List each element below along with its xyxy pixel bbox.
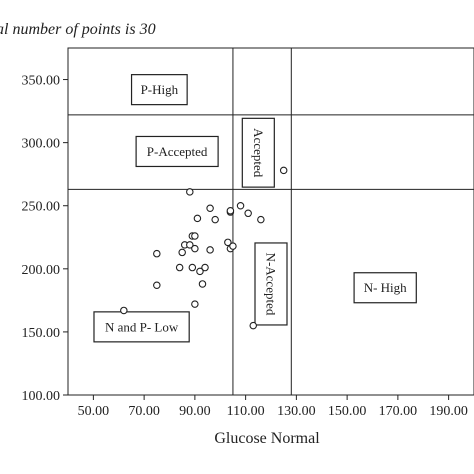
y-tick-label: 100.00 (22, 389, 61, 404)
data-point (193, 214, 202, 223)
x-tick-label: 90.00 (179, 404, 211, 419)
data-point (198, 280, 207, 288)
zone-label-box (353, 272, 417, 304)
data-point (175, 263, 184, 272)
data-point (201, 263, 209, 272)
plot-frame (67, 47, 474, 396)
data-point (120, 306, 128, 315)
data-point (244, 209, 252, 218)
y-tick-label: 250.00 (22, 200, 61, 215)
zone-label-box (254, 242, 288, 326)
data-point (279, 166, 288, 175)
zone-label-box (135, 135, 219, 168)
data-point (236, 201, 245, 210)
zone-label-box (241, 117, 275, 188)
data-point (191, 244, 199, 253)
plot-area: 50.00 70.00 90.00 110.00 130.00 150.00 170.00 1… (22, 47, 474, 419)
data-point (191, 300, 199, 308)
x-tick-label: 150.00 (328, 404, 367, 419)
zone-label: P-Accepted (147, 144, 208, 159)
data-point (224, 238, 232, 247)
x-tick-label: 190.00 (429, 404, 468, 419)
data-point (186, 241, 194, 249)
data-point (226, 207, 235, 215)
zone-label: N-Accepted (264, 253, 279, 316)
data-point (191, 232, 199, 240)
zone-label-box (130, 74, 188, 106)
zone-label: P-High (141, 82, 179, 97)
y-tick-label: 200.00 (22, 263, 61, 278)
x-axis-label: Glucose Normal (214, 430, 320, 447)
data-point (206, 246, 214, 254)
data-point (229, 242, 237, 250)
data-point (186, 188, 194, 196)
chart-title: al number of points is 30 (0, 21, 156, 38)
data-point (153, 249, 161, 258)
data-point (188, 263, 197, 272)
y-tick-label: 150.00 (22, 326, 61, 341)
y-tick-label: 350.00 (22, 74, 61, 89)
x-tick-label: 170.00 (379, 404, 418, 419)
zone-label: N- High (364, 280, 407, 295)
x-tick-label: 110.00 (227, 404, 265, 419)
data-point (249, 321, 257, 330)
zone-label-box (93, 311, 190, 343)
zone-label: Accepted (251, 128, 266, 178)
data-point (257, 215, 265, 224)
x-tick-label: 50.00 (78, 404, 110, 419)
data-point (153, 281, 161, 289)
zone-label: N and P- Low (105, 319, 179, 334)
data-point (211, 215, 219, 224)
x-tick-label: 70.00 (128, 404, 160, 419)
y-tick-label: 300.00 (22, 137, 61, 152)
data-point (178, 248, 186, 257)
data-point (206, 204, 214, 213)
data-point (196, 267, 204, 276)
x-tick-label: 130.00 (277, 404, 316, 419)
